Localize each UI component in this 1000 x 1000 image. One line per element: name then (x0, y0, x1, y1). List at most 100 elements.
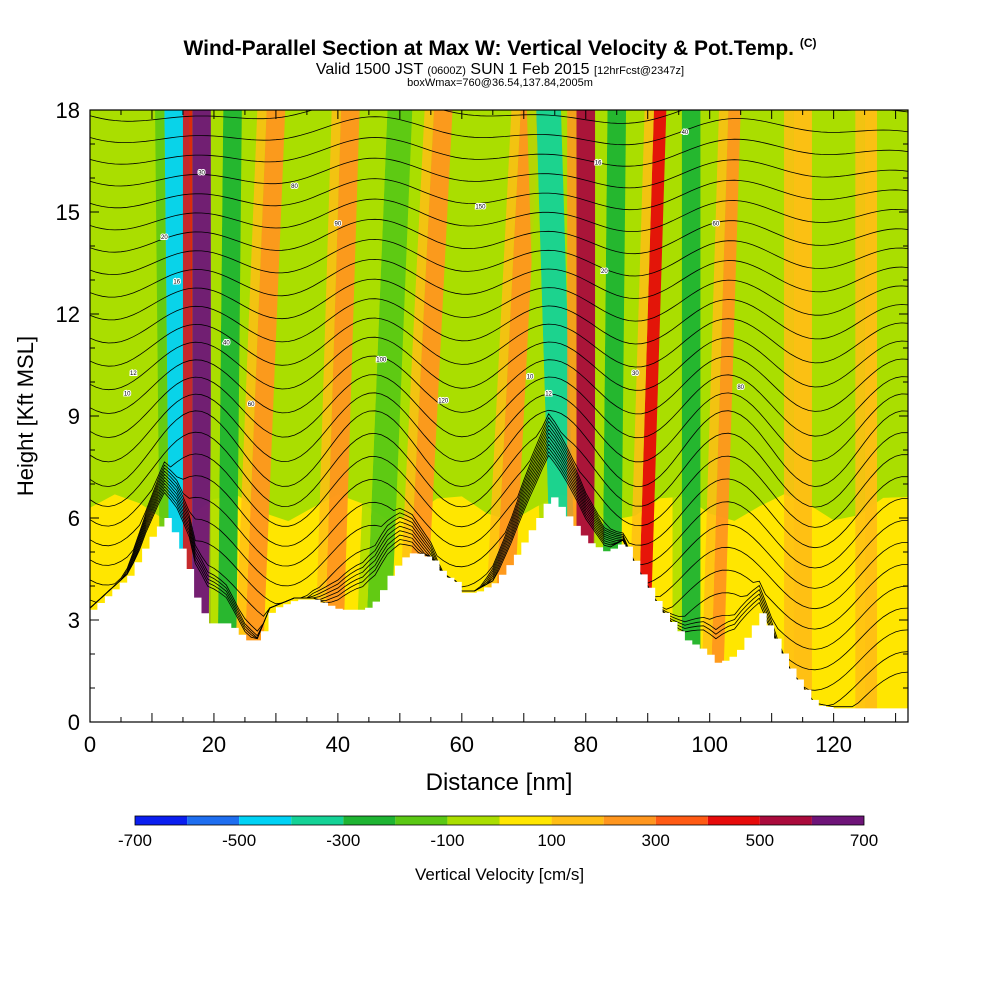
contour-label: 60 (713, 222, 720, 228)
pot-temp-contour (90, 409, 908, 487)
pot-temp-contour (90, 258, 908, 299)
w-band-edge-5 (353, 110, 388, 722)
contour-label: 16 (595, 160, 602, 166)
w-band-edge-15 (855, 110, 865, 722)
colorbar-swatch (759, 816, 812, 825)
w-band-13 (709, 110, 741, 722)
x-tick-label: 120 (815, 732, 852, 757)
chart-subtitle: Valid 1500 JST (0600Z) SUN 1 Feb 2015 [1… (0, 61, 1000, 79)
pot-temp-contour (90, 116, 908, 146)
pot-temp-contour (90, 413, 908, 508)
contour-label: 30 (198, 171, 205, 177)
contour-label: 20 (601, 269, 608, 275)
colorbar-swatch (343, 816, 396, 825)
colorbar-swatch (395, 816, 448, 825)
w-band-edge-2 (207, 110, 224, 722)
y-tick-label: 3 (68, 608, 80, 633)
pot-temp-contour (90, 420, 908, 549)
colorbar-swatch (551, 816, 604, 825)
chart-title: Wind-Parallel Section at Max W: Vertical… (0, 36, 1000, 61)
contour-label: 16 (173, 279, 180, 285)
pot-temp-contour (90, 110, 908, 124)
y-tick-label: 6 (68, 506, 80, 531)
pot-temp-contour (90, 443, 908, 671)
contour-label: 12 (545, 392, 552, 398)
contour-label: 30 (632, 371, 639, 377)
w-band-11 (635, 110, 667, 722)
y-tick-label: 0 (68, 710, 80, 735)
colorbar-tick-label: -700 (118, 831, 152, 850)
contour-label: 100 (376, 358, 387, 364)
contour-label: 120 (438, 398, 449, 404)
pot-temp-contour (90, 436, 908, 630)
contour-label: 80 (737, 385, 744, 391)
x-tick-label: 80 (574, 732, 598, 757)
plot-area: 10 12 16 20 30 40 60 80 90 100 120 150 10 12 16 20 30 40 6… (90, 110, 908, 722)
contour-label: 60 (248, 402, 255, 408)
x-tick-label: 20 (202, 732, 226, 757)
w-band-12 (681, 110, 701, 722)
x-axis-label: Distance [nm] (426, 769, 573, 796)
w-band-3 (241, 110, 286, 722)
subtitle-forecast: [12hrFcst@2347z] (594, 65, 685, 77)
pot-temp-contour (90, 178, 908, 211)
y-tick-label: 15 (56, 200, 80, 225)
colorbar-tick-label: 100 (537, 831, 565, 850)
w-band-15 (864, 110, 878, 722)
contour-label: 150 (475, 205, 486, 211)
colorbar-label: Vertical Velocity [cm/s] (415, 865, 584, 884)
colorbar-swatch (239, 816, 292, 825)
colorbar-swatch (447, 816, 500, 825)
pot-temp-contour (90, 298, 908, 345)
pot-temp-contour (90, 137, 908, 167)
pot-temp-contour (90, 439, 908, 650)
y-tick-label: 9 (68, 404, 80, 429)
colorbar-swatch (499, 816, 552, 825)
w-band-edge-3 (232, 110, 267, 722)
contour-label: 40 (682, 130, 689, 136)
w-band-edge-13 (700, 110, 729, 722)
pot-temp-contour (90, 198, 908, 232)
contour-label: 90 (335, 222, 342, 228)
pot-temp-contour (90, 355, 908, 415)
pot-temp-contour (90, 392, 908, 463)
colorbar-swatch (603, 816, 656, 825)
x-tick-label: 100 (691, 732, 728, 757)
chart-title-mark: (C) (799, 36, 817, 50)
pot-temp-contour (90, 157, 908, 189)
x-tick-label: 60 (450, 732, 474, 757)
colorbar-tick-label: 500 (746, 831, 774, 850)
pot-temp-contour (90, 416, 908, 528)
colorbar-tick-label: -300 (326, 831, 360, 850)
y-tick-label: 12 (56, 302, 80, 327)
colorbar-swatch (811, 816, 864, 825)
colorbar-tick-label: 700 (850, 831, 878, 850)
pot-temp-contour (90, 278, 908, 322)
w-band-4 (322, 110, 360, 722)
subtitle-utc-time: (0600Z) (427, 65, 466, 77)
w-band-7 (489, 110, 540, 722)
colorbar-swatch (707, 816, 760, 825)
w-band-edge-4 (313, 110, 341, 722)
subtitle-valid-time: Valid 1500 JST (315, 61, 423, 78)
colorbar-tick-label: 300 (642, 831, 670, 850)
chart-title-text: Wind-Parallel Section at Max W: Vertical… (183, 37, 794, 60)
terrain-mask (90, 497, 908, 722)
subtitle-date: SUN 1 Feb 2015 (470, 61, 590, 78)
contour-label: 10 (527, 375, 534, 381)
y-axis-label: Height [Kft MSL] (13, 336, 38, 496)
contour-label: 20 (161, 235, 168, 241)
colorbar-frame (134, 815, 865, 826)
pot-temp-contour (90, 317, 908, 368)
contour-label: 40 (223, 341, 230, 347)
colorbar-swatch (291, 816, 344, 825)
colorbar-tick-label: -100 (430, 831, 464, 850)
w-band-2 (217, 110, 242, 722)
x-tick-label: 40 (326, 732, 350, 757)
w-band-14 (793, 110, 812, 722)
y-tick-label: 18 (56, 98, 80, 123)
chart-subtitle-2: boxWmax=760@36.54,137.84,2005m (407, 77, 593, 89)
colorbar-swatch (187, 816, 240, 825)
colorbar-swatch (135, 816, 188, 825)
